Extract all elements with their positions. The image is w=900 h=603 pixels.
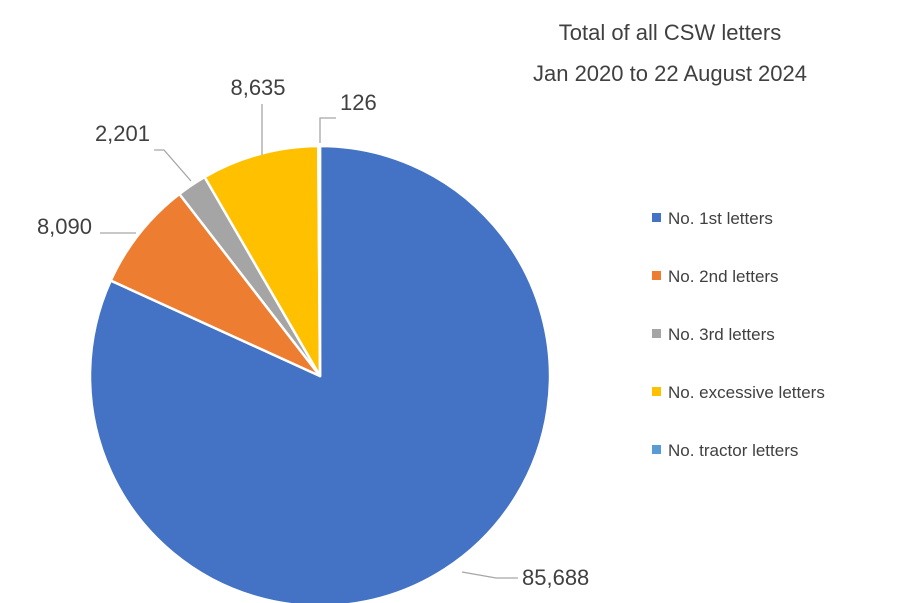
legend-swatch bbox=[652, 329, 661, 338]
leader-line-tractor-letters bbox=[319, 117, 336, 143]
chart-title-line-1: Total of all CSW letters bbox=[559, 20, 782, 45]
data-label-2nd-letters: 8,090 bbox=[37, 214, 92, 239]
pie-slices bbox=[88, 144, 552, 603]
legend-label: No. 3rd letters bbox=[668, 325, 775, 344]
legend-swatch bbox=[652, 445, 661, 454]
data-label-excessive-letters: 8,635 bbox=[230, 75, 285, 100]
legend: No. 1st letters No. 2nd letters No. 3rd le… bbox=[652, 209, 825, 460]
legend-item-1st-letters: No. 1st letters bbox=[652, 209, 773, 228]
pie-slice-excessive-letters bbox=[203, 144, 322, 378]
legend-label: No. tractor letters bbox=[668, 441, 798, 460]
legend-item-tractor-letters: No. tractor letters bbox=[652, 441, 798, 460]
legend-label: No. 2nd letters bbox=[668, 267, 779, 286]
legend-swatch bbox=[652, 213, 661, 222]
leader-line-3rd-letters bbox=[154, 149, 192, 182]
leader-line-1st-letters bbox=[461, 571, 518, 579]
pie-slice-2nd-letters bbox=[109, 192, 322, 378]
legend-swatch bbox=[652, 387, 661, 396]
data-label-1st-letters: 85,688 bbox=[522, 565, 589, 590]
data-label-3rd-letters: 2,201 bbox=[95, 121, 150, 146]
legend-item-excessive-letters: No. excessive letters bbox=[652, 383, 825, 402]
legend-item-3rd-letters: No. 3rd letters bbox=[652, 325, 775, 344]
data-label-tractor-letters: 126 bbox=[340, 90, 377, 115]
pie-slice-tractor-letters bbox=[317, 144, 322, 378]
leader-lines bbox=[100, 104, 518, 579]
legend-item-2nd-letters: No. 2nd letters bbox=[652, 267, 779, 286]
legend-swatch bbox=[652, 271, 661, 280]
data-labels: 85,688 8,090 2,201 8,635 126 bbox=[37, 75, 589, 590]
pie-slice-1st-letters bbox=[88, 144, 552, 603]
chart-title-line-2: Jan 2020 to 22 August 2024 bbox=[533, 61, 807, 86]
legend-label: No. excessive letters bbox=[668, 383, 825, 402]
legend-label: No. 1st letters bbox=[668, 209, 773, 228]
